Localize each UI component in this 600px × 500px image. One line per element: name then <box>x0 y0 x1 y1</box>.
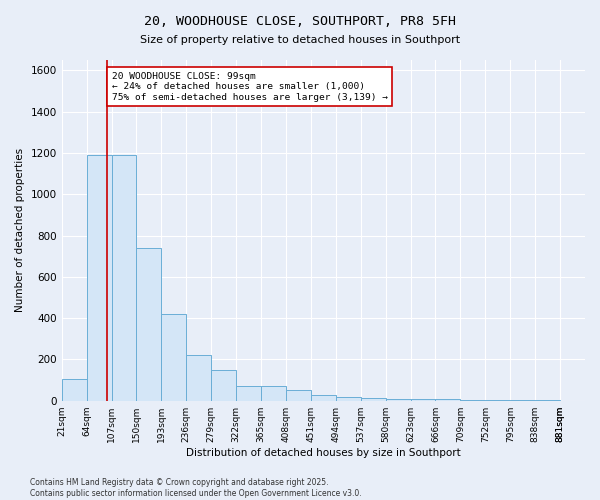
Bar <box>186 356 211 401</box>
Bar <box>211 370 236 400</box>
Text: 20, WOODHOUSE CLOSE, SOUTHPORT, PR8 5FH: 20, WOODHOUSE CLOSE, SOUTHPORT, PR8 5FH <box>144 15 456 28</box>
Bar <box>112 155 136 400</box>
Text: Size of property relative to detached houses in Southport: Size of property relative to detached ho… <box>140 35 460 45</box>
Bar <box>436 398 460 400</box>
Bar <box>410 398 436 400</box>
Bar <box>286 390 311 400</box>
Text: 20 WOODHOUSE CLOSE: 99sqm
← 24% of detached houses are smaller (1,000)
75% of se: 20 WOODHOUSE CLOSE: 99sqm ← 24% of detac… <box>112 72 388 102</box>
Bar <box>361 398 386 400</box>
Text: Contains HM Land Registry data © Crown copyright and database right 2025.
Contai: Contains HM Land Registry data © Crown c… <box>30 478 362 498</box>
Bar <box>386 398 410 400</box>
Bar <box>261 386 286 400</box>
Bar <box>336 396 361 400</box>
Y-axis label: Number of detached properties: Number of detached properties <box>15 148 25 312</box>
Bar <box>311 394 336 400</box>
Bar <box>86 155 112 400</box>
X-axis label: Distribution of detached houses by size in Southport: Distribution of detached houses by size … <box>186 448 461 458</box>
Bar <box>236 386 261 400</box>
Bar <box>136 248 161 400</box>
Bar <box>161 314 186 400</box>
Bar <box>62 378 86 400</box>
